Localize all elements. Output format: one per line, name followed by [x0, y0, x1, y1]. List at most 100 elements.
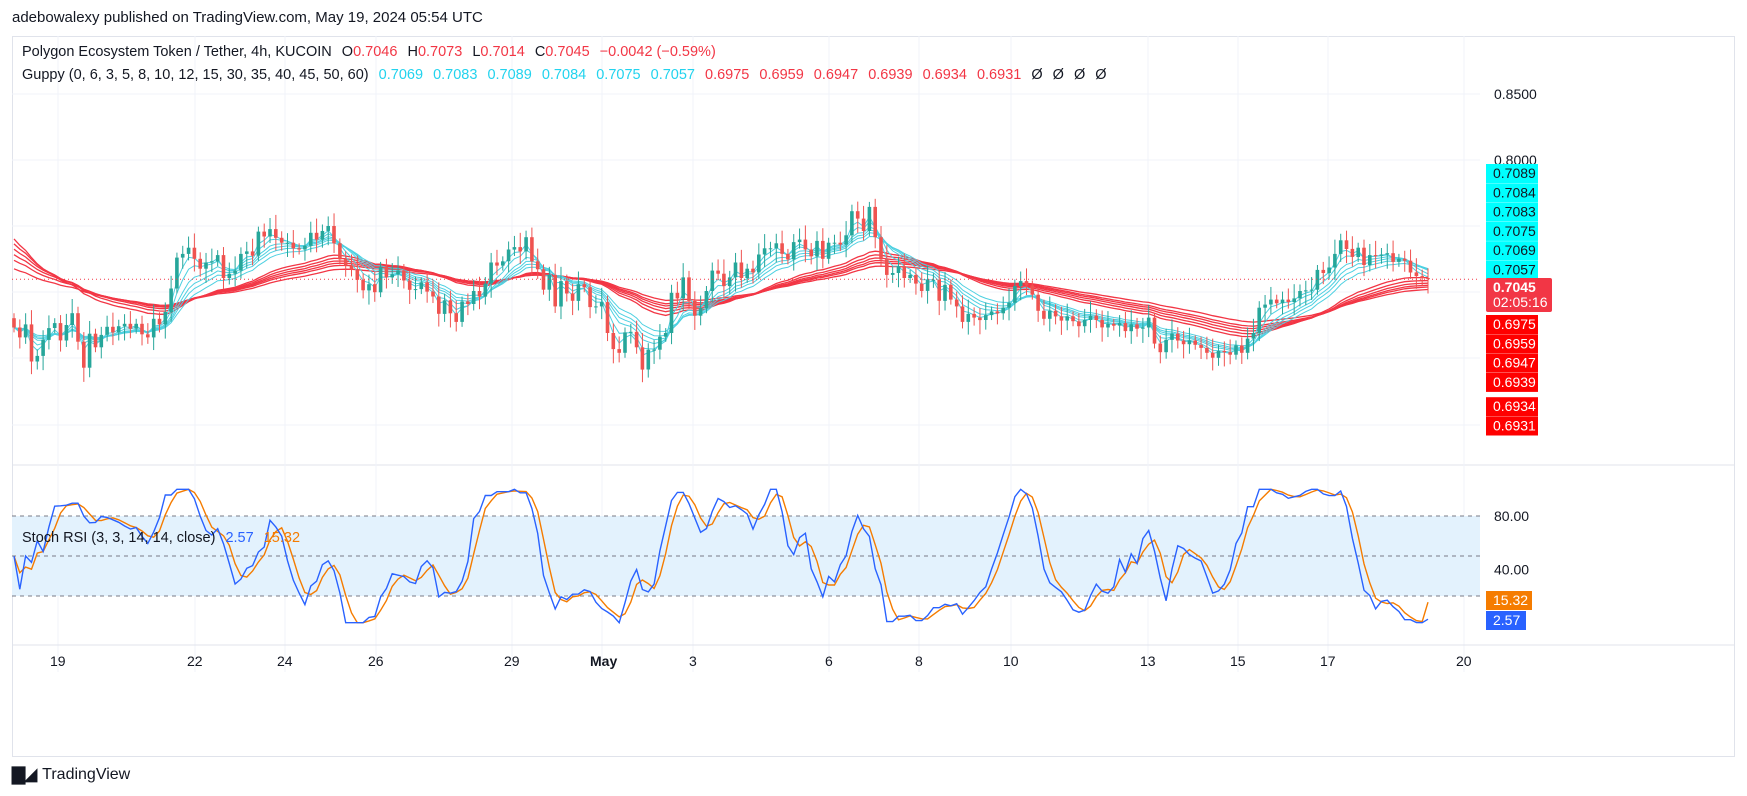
- candle-body: [250, 251, 255, 256]
- stoch-rsi-legend: Stoch RSI (3, 3, 14, 14, close) 2.57 15.…: [22, 530, 300, 546]
- candle-body: [757, 254, 761, 273]
- candle-body: [373, 284, 377, 293]
- candle-body: [309, 232, 313, 246]
- close-value: 0.7045: [545, 44, 590, 60]
- candle-body: [745, 268, 749, 278]
- time-tick-label: 13: [1140, 653, 1156, 669]
- candle-body: [733, 262, 738, 278]
- guppy-empty-value: Ø: [1095, 67, 1107, 83]
- stoch-rsi-label[interactable]: Stoch RSI (3, 3, 14, 14, close): [22, 530, 216, 546]
- candle-body: [623, 332, 627, 353]
- stoch-k-line: [13, 488, 1429, 625]
- candle-body: [1356, 247, 1360, 257]
- candle-body: [82, 341, 86, 368]
- candle-body: [582, 284, 587, 288]
- candle-body: [722, 273, 726, 287]
- candle-body: [454, 313, 458, 322]
- publisher-line: adebowalexy published on TradingView.com…: [12, 9, 483, 26]
- time-tick-label: May: [590, 653, 617, 669]
- candle-body: [355, 269, 360, 280]
- candle-body: [29, 324, 34, 362]
- candle-body: [134, 323, 138, 329]
- stoch-tick-label: 40.00: [1494, 561, 1529, 577]
- candle-body: [896, 266, 901, 273]
- price-tag: [1486, 278, 1552, 312]
- candle-body: [1286, 299, 1291, 303]
- guppy-fast-tag: [1486, 260, 1538, 280]
- candle-body: [762, 248, 767, 255]
- candle-body: [70, 313, 74, 325]
- candle-body: [128, 323, 133, 329]
- candle-body: [227, 273, 232, 278]
- candle-body: [1309, 289, 1314, 291]
- candle-body: [663, 333, 668, 337]
- candle-body: [984, 315, 988, 320]
- candle-body: [832, 242, 837, 244]
- candle-body: [954, 299, 959, 307]
- candle-body: [512, 247, 517, 250]
- guppy-slow-line: [13, 243, 1429, 335]
- candle-body: [786, 253, 790, 260]
- candle-body: [361, 279, 365, 291]
- candle-body: [1304, 290, 1308, 292]
- candle-body: [1257, 307, 1261, 334]
- candle-body: [1071, 316, 1075, 322]
- candle-body: [751, 268, 755, 273]
- guppy-fast-tag-label: 0.7089: [1493, 165, 1536, 181]
- guppy-label[interactable]: Guppy (0, 6, 3, 5, 8, 10, 12, 15, 30, 35…: [22, 67, 369, 83]
- candle-body: [576, 284, 581, 301]
- guppy-empty-value: Ø: [1031, 67, 1043, 83]
- candle-body: [518, 247, 522, 252]
- guppy-slow-tag-label: 0.6939: [1493, 374, 1536, 390]
- candle-body: [215, 255, 220, 262]
- time-tick-label: 3: [689, 653, 697, 669]
- candle-body: [1408, 260, 1413, 273]
- candle-body: [1100, 320, 1104, 328]
- guppy-empty-value: Ø: [1073, 67, 1086, 83]
- candle-body: [245, 251, 249, 254]
- candle-body: [1129, 324, 1133, 332]
- guppy-legend: Guppy (0, 6, 3, 5, 8, 10, 12, 15, 30, 35…: [22, 67, 1107, 83]
- candle-body: [1391, 253, 1395, 262]
- candle-body: [204, 262, 208, 269]
- candle-body: [1420, 276, 1424, 278]
- candle-body: [466, 301, 470, 304]
- chart-frame: [12, 36, 1735, 757]
- guppy-slow-tag: [1486, 416, 1538, 436]
- footer-brand[interactable]: TradingView: [42, 766, 131, 783]
- candle-body: [960, 306, 965, 322]
- candle-body: [221, 255, 226, 278]
- candle-body: [1402, 258, 1407, 261]
- candle-body: [710, 270, 715, 291]
- candle-body: [413, 289, 418, 291]
- candle-body: [693, 300, 697, 316]
- candle-body: [949, 284, 953, 300]
- candle-body: [1187, 340, 1192, 345]
- guppy-fast-line: [13, 235, 1429, 347]
- candle-body: [1298, 291, 1302, 299]
- candle-body: [1373, 255, 1378, 257]
- candle-body: [460, 301, 464, 322]
- candle-body: [1141, 327, 1145, 329]
- tradingview-logo-icon[interactable]: ▇◢: [12, 765, 37, 784]
- candle-body: [407, 280, 412, 290]
- candle-body: [338, 243, 342, 260]
- candle-body: [1018, 281, 1023, 286]
- candle-body: [23, 324, 28, 338]
- candle-body: [687, 277, 691, 301]
- candle-body: [797, 239, 802, 243]
- candle-body: [1199, 344, 1203, 348]
- open-label: O: [341, 44, 354, 60]
- candle-body: [477, 291, 482, 297]
- guppy-slow-tag-label: 0.6931: [1493, 418, 1536, 434]
- candle-body: [570, 293, 575, 301]
- candle-body: [675, 292, 680, 299]
- candle-body: [995, 311, 1000, 314]
- candle-body: [914, 274, 918, 284]
- candle-body: [634, 331, 639, 348]
- candle-body: [1245, 338, 1250, 353]
- candle-body: [1123, 323, 1128, 332]
- candle-body: [262, 231, 266, 237]
- symbol-name[interactable]: Polygon Ecosystem Token / Tether, 4h, KU…: [22, 44, 332, 60]
